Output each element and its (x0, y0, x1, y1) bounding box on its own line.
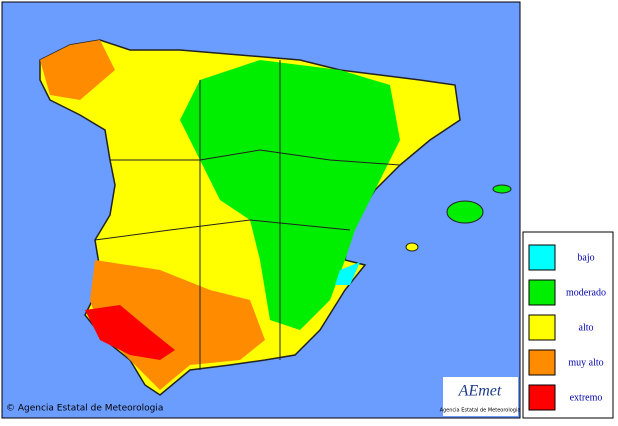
legend-label: moderado (566, 287, 606, 298)
border (110, 149, 401, 166)
low-zone (335, 262, 360, 285)
island (446, 200, 484, 224)
island (405, 242, 419, 252)
legend-swatch (528, 244, 556, 271)
legend-label: alto (579, 322, 594, 333)
legend-swatch (528, 279, 556, 306)
legend-label: bajo (577, 252, 594, 263)
logo-title: AEmet (458, 383, 502, 400)
island (492, 184, 512, 194)
legend-label: muy alto (568, 357, 603, 368)
extreme-zone (85, 305, 175, 360)
high-zone-northwest (40, 40, 115, 100)
border (199, 60, 281, 370)
moderate-zone (180, 60, 400, 330)
legend-label: extremo (570, 392, 603, 403)
logo-subtitle: Agencia Estatal de Meteorologia (440, 408, 521, 414)
legend: bajo moderado alto muy alto extremo (528, 244, 606, 411)
legend-swatch (528, 384, 556, 411)
logo-box (443, 377, 518, 416)
copyright: © Agencia Estatal de Meteorologia (6, 404, 163, 414)
islands (405, 184, 512, 252)
legend-swatch (528, 314, 556, 341)
province-borders (94, 60, 401, 370)
legend-swatch (528, 349, 556, 376)
border (94, 219, 351, 241)
high-zone-south (90, 260, 265, 390)
